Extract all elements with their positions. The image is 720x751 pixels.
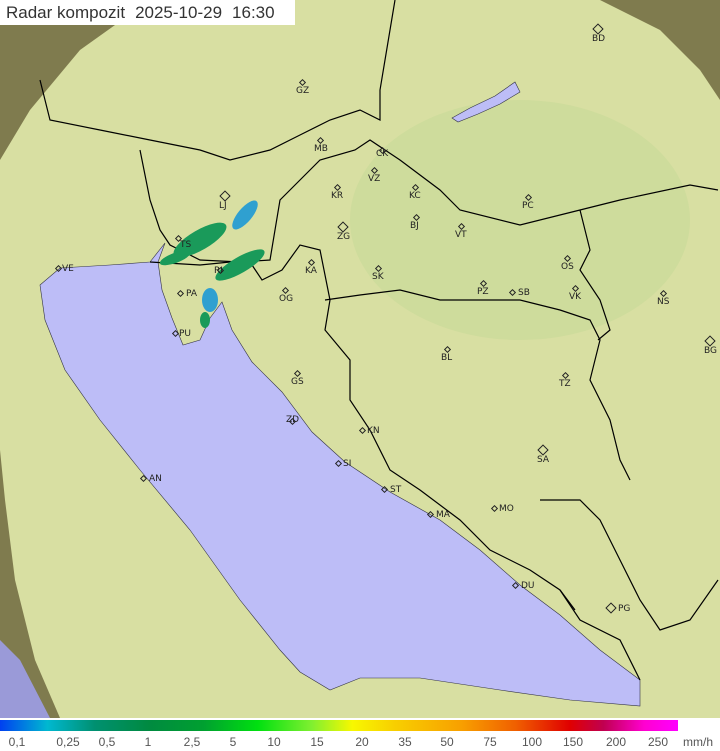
- radar-title: Radar kompozit 2025-10-29 16:30: [0, 0, 295, 25]
- city-label: OS: [561, 262, 574, 272]
- terrain-east: [350, 100, 690, 340]
- color-scale-bar: [0, 720, 678, 731]
- radar-map: [0, 0, 720, 718]
- city-label: DU: [521, 581, 535, 591]
- legend-tick-label: 10: [267, 735, 281, 749]
- sea-corner: [0, 640, 50, 718]
- legend-unit: mm/h: [683, 735, 713, 749]
- city-label: PG: [618, 604, 631, 614]
- lake-balaton: [451, 81, 521, 123]
- legend-tick-label: 2,5: [183, 735, 201, 749]
- city-label: VZ: [368, 174, 381, 184]
- legend-tick-label: 0,25: [56, 735, 80, 749]
- legend-tick-label: 20: [355, 735, 369, 749]
- title-time: 16:30: [232, 3, 275, 22]
- legend-tick-label: 0,1: [8, 735, 26, 749]
- city-label: SK: [372, 272, 384, 282]
- city-label: MB: [314, 144, 328, 154]
- legend-tick-label: 50: [440, 735, 454, 749]
- city-label: RI: [214, 266, 223, 276]
- city-label: AN: [149, 474, 162, 484]
- city-label: CK: [376, 149, 389, 159]
- city-label: GS: [291, 377, 304, 387]
- legend-tick-label: 35: [398, 735, 412, 749]
- city-label: OG: [279, 294, 294, 304]
- precipitation-echoes: [159, 200, 265, 328]
- legend-tick-label: 100: [521, 735, 543, 749]
- city-label: PZ: [477, 287, 489, 297]
- legend-tick-label: 5: [229, 735, 237, 749]
- precipitation-legend: 0,1 0,25 0,5 1 2,5 5 10 15 20 35 50 75 100 150 200 250 m…: [0, 718, 720, 751]
- city-label: SA: [537, 455, 550, 465]
- legend-tick-label: 250: [647, 735, 669, 749]
- title-date: 2025-10-29: [135, 3, 223, 22]
- city-label: KA: [305, 266, 317, 276]
- city-label: BD: [592, 34, 606, 44]
- city-label: TZ: [559, 379, 571, 389]
- city-label: ZD: [286, 415, 300, 425]
- city-label: KC: [409, 191, 421, 201]
- legend-tick-label: 75: [483, 735, 497, 749]
- city-label: KR: [331, 191, 344, 201]
- legend-tick-label: 150: [562, 735, 584, 749]
- city-label: ZG: [337, 232, 351, 242]
- city-label: KN: [367, 426, 380, 436]
- city-label: BL: [441, 353, 453, 363]
- city-label: PC: [522, 201, 534, 211]
- legend-tick-label: 200: [605, 735, 627, 749]
- city-label: SB: [518, 288, 530, 298]
- city-label: VT: [455, 230, 467, 240]
- legend-tick-label: 0,5: [98, 735, 116, 749]
- city-label: BG: [704, 346, 717, 356]
- title-label: Radar kompozit: [6, 3, 126, 22]
- city-label: PA: [186, 289, 198, 299]
- city-label: VE: [62, 264, 74, 274]
- city-label: SI: [343, 459, 352, 469]
- legend-tick-label: 1: [144, 735, 152, 749]
- city-label: LJ: [219, 201, 227, 211]
- city-label: TS: [180, 240, 192, 250]
- city-label: PU: [179, 329, 192, 339]
- city-label: MA: [436, 510, 450, 520]
- city-label: ST: [390, 485, 402, 495]
- city-label: GZ: [296, 86, 310, 96]
- legend-tick-label: 15: [310, 735, 324, 749]
- city-label: NS: [657, 297, 670, 307]
- city-label: BJ: [410, 221, 419, 231]
- city-label: MO: [499, 504, 514, 514]
- city-label: VK: [569, 292, 582, 302]
